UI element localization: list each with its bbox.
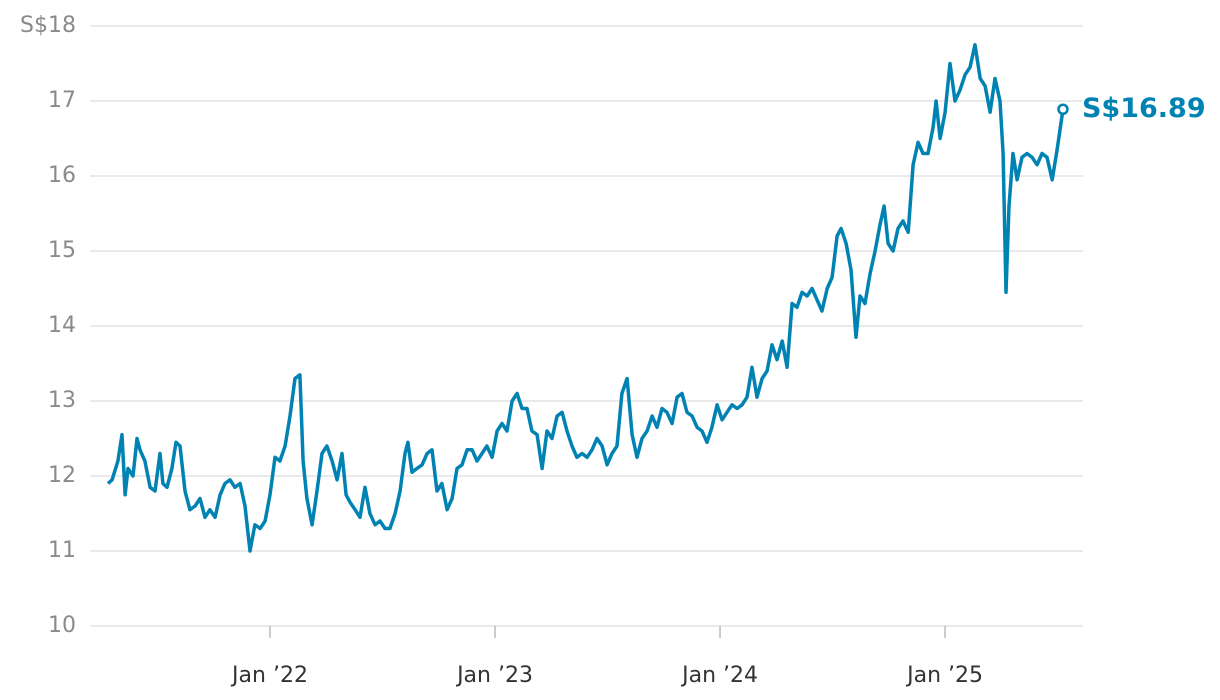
y-tick-label: 13 xyxy=(48,388,76,413)
x-tick-label: Jan ’23 xyxy=(455,663,533,688)
x-tick-label: Jan ’24 xyxy=(680,663,758,688)
y-tick-label: 15 xyxy=(48,238,76,263)
y-tick-label: 10 xyxy=(48,613,76,638)
y-tick-label: 17 xyxy=(48,88,76,113)
y-tick-label: 11 xyxy=(48,538,76,563)
end-label: S$16.89 xyxy=(1082,93,1206,124)
x-tick-label: Jan ’22 xyxy=(230,663,308,688)
y-tick-label: 16 xyxy=(48,163,76,188)
end-point xyxy=(1057,103,1069,115)
y-tick-label: 12 xyxy=(48,463,76,488)
x-tick-label: Jan ’25 xyxy=(905,663,983,688)
price-line xyxy=(106,43,1065,553)
y-tick-label: 14 xyxy=(48,313,76,338)
y-tick-label: S$18 xyxy=(20,13,76,38)
